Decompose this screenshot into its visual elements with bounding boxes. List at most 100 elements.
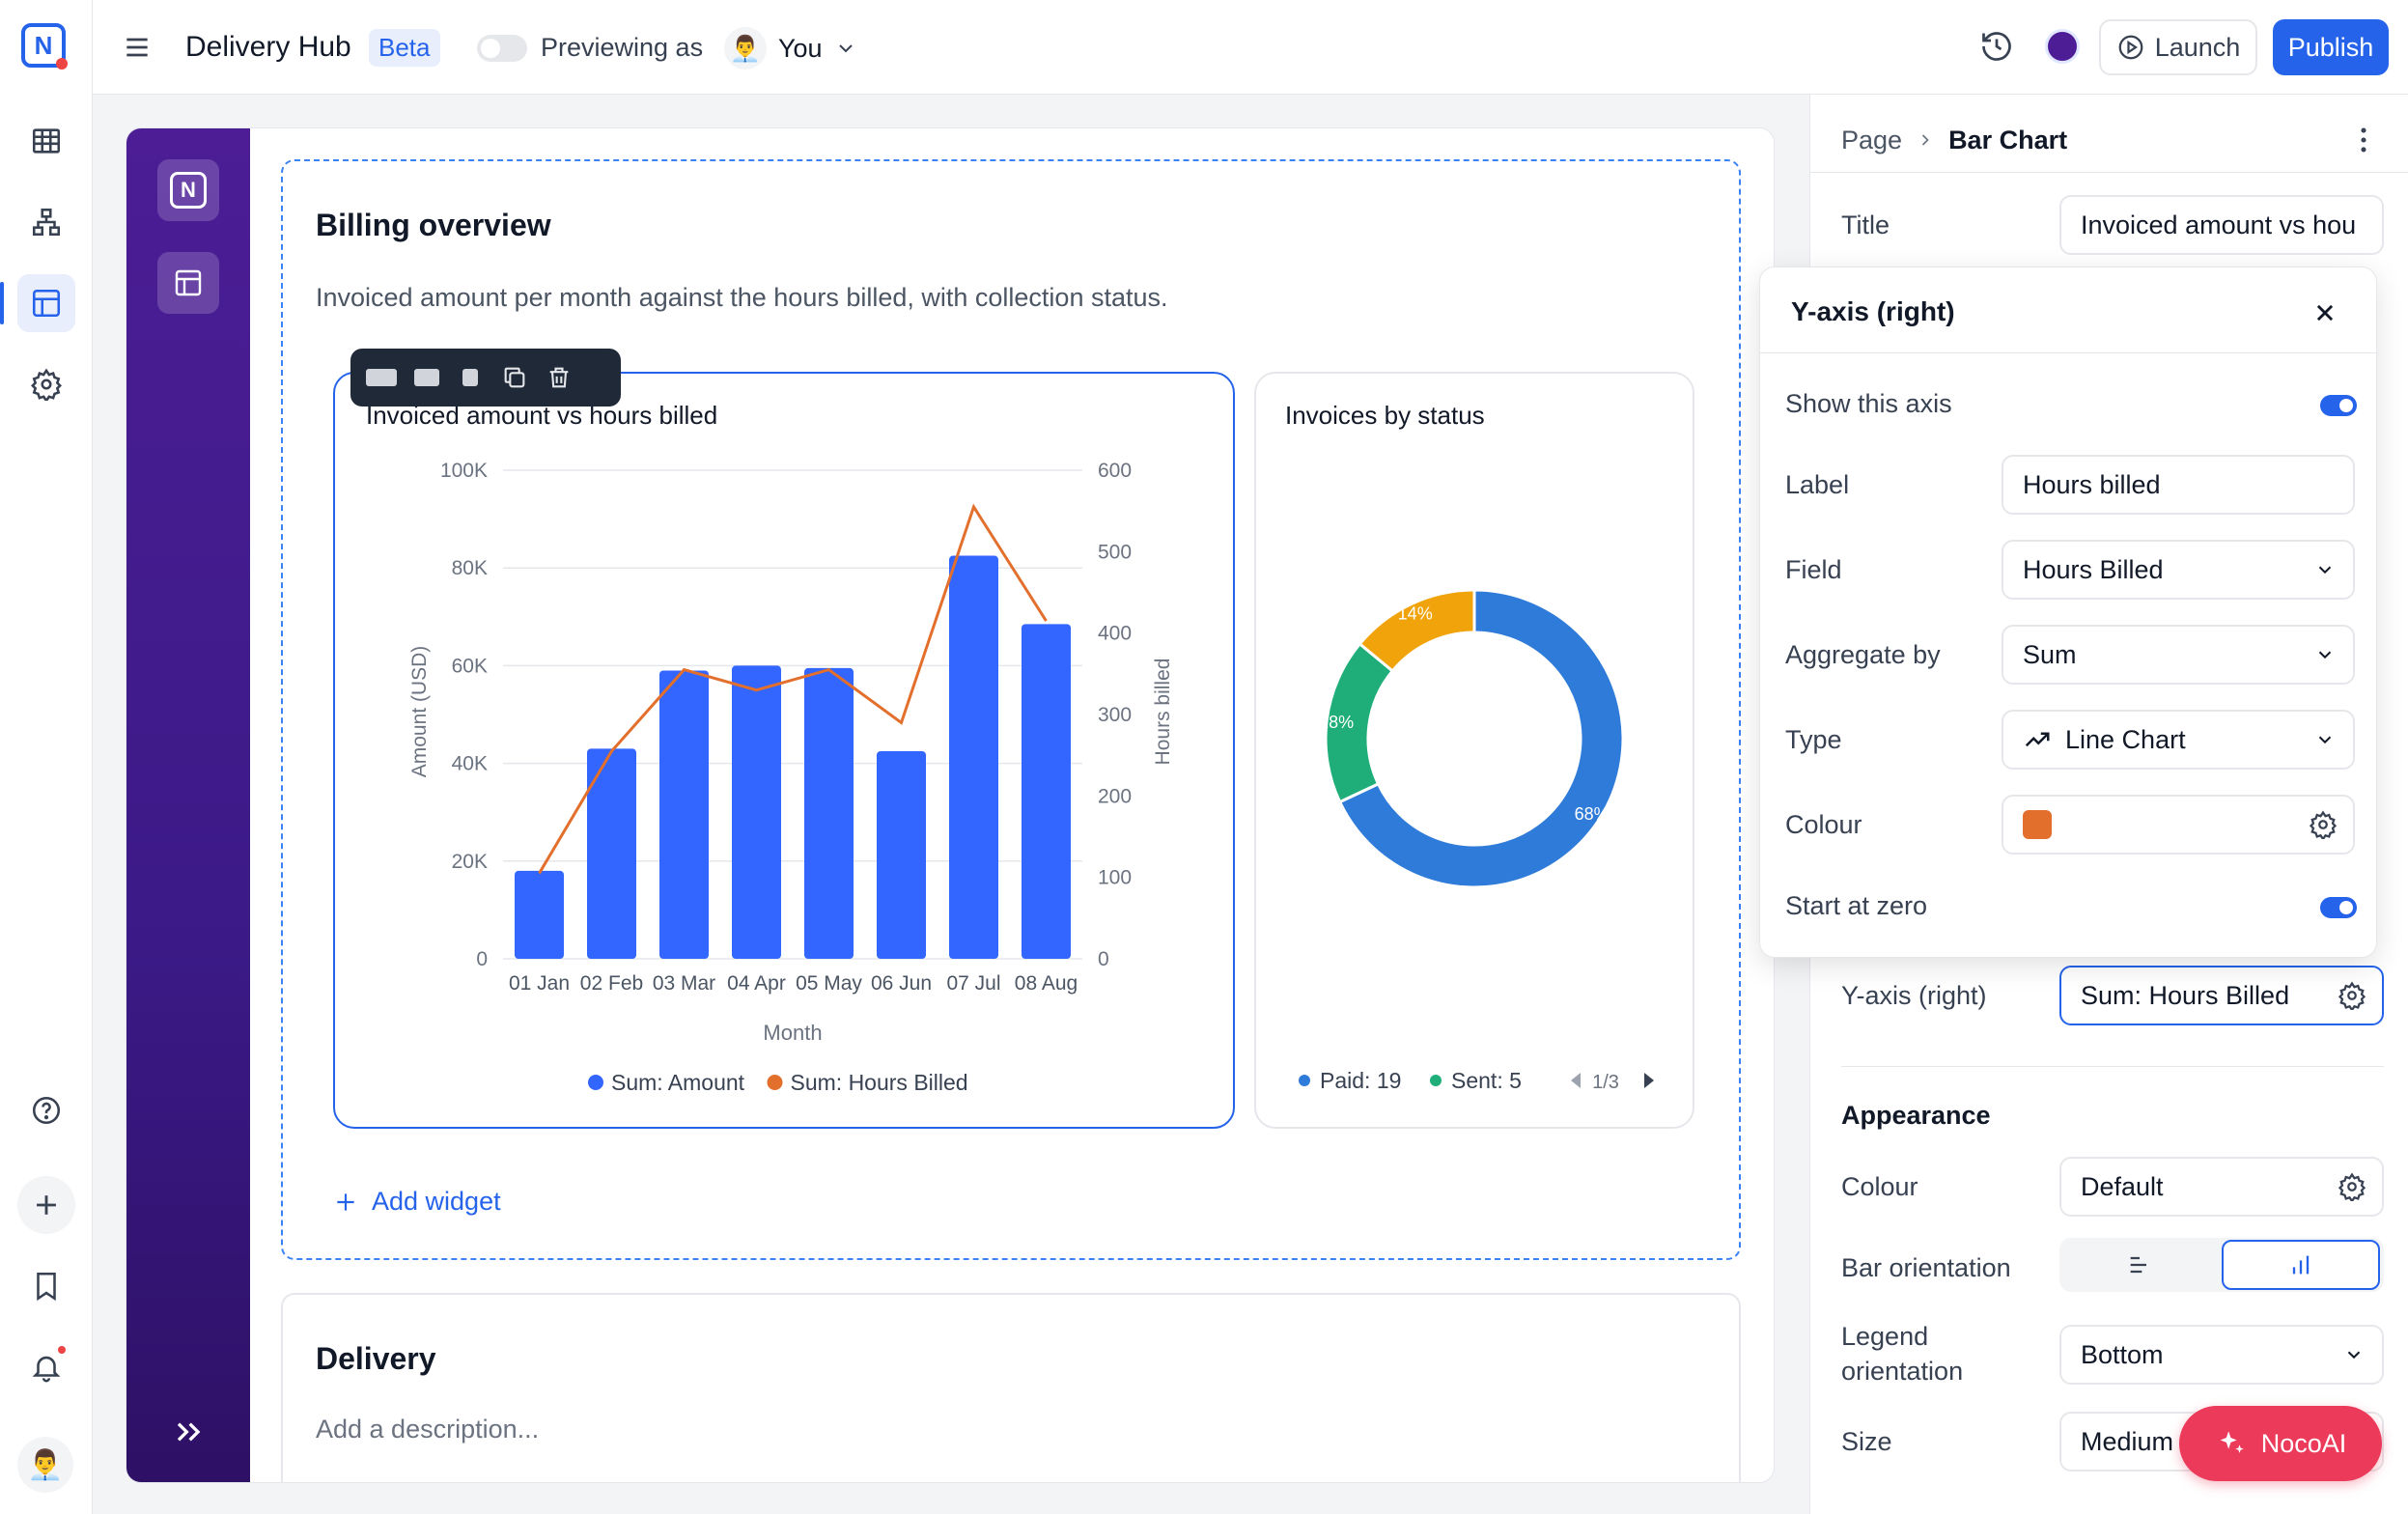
x-tick-label: 02 Feb xyxy=(580,972,643,995)
app-logo[interactable]: N xyxy=(21,23,68,70)
user-avatar[interactable]: 👨‍💼 xyxy=(17,1437,73,1493)
bar[interactable] xyxy=(515,870,564,959)
legend-label[interactable]: Sum: Hours Billed xyxy=(791,1070,968,1095)
y2-tick-label: 300 xyxy=(1098,704,1132,726)
donut-slice[interactable] xyxy=(1337,588,1625,889)
donut-title: Invoices by status xyxy=(1285,401,1485,430)
legend-label[interactable]: Paid: 19 xyxy=(1320,1068,1401,1093)
bar[interactable] xyxy=(732,665,781,959)
publish-button[interactable]: Publish xyxy=(2273,19,2389,75)
popup-type-select[interactable]: Line Chart xyxy=(2002,710,2355,770)
workflow-icon[interactable] xyxy=(17,193,75,251)
legend-label[interactable]: Sum: Amount xyxy=(611,1070,745,1095)
legend-page-indicator: 1/3 xyxy=(1592,1072,1619,1093)
table-icon[interactable] xyxy=(17,112,75,170)
legend-label[interactable]: Sent: 5 xyxy=(1451,1068,1522,1093)
donut-slice[interactable] xyxy=(1358,588,1476,673)
page-sidebar: N xyxy=(126,128,250,1482)
bar[interactable] xyxy=(949,555,998,959)
size-small-icon[interactable] xyxy=(462,369,478,386)
popup-field-select[interactable]: Hours Billed xyxy=(2002,540,2355,600)
top-bar: Delivery Hub Beta Previewing as 👨‍💼 You … xyxy=(93,0,2408,95)
more-options-icon[interactable] xyxy=(2347,124,2380,156)
legend-orientation-select[interactable]: Bottom xyxy=(2059,1325,2384,1385)
page-layout-icon[interactable] xyxy=(157,252,219,314)
pages-icon[interactable] xyxy=(0,274,75,332)
bar-orientation-toggle xyxy=(2059,1238,2384,1292)
section2-description[interactable]: Add a description... xyxy=(316,1415,540,1444)
section-title: Billing overview xyxy=(316,208,551,242)
popup-type-value: Line Chart xyxy=(2065,724,2186,754)
size-medium-icon[interactable] xyxy=(414,369,439,386)
gear-icon[interactable] xyxy=(2338,1172,2366,1201)
nocoai-button[interactable]: NocoAI xyxy=(2179,1406,2382,1481)
size-label: Size xyxy=(1841,1427,1892,1456)
preview-user-select[interactable]: 👨‍💼 You xyxy=(724,23,857,73)
popup-label-input[interactable]: Hours billed xyxy=(2002,455,2355,515)
breadcrumb-current: Bar Chart xyxy=(1948,125,2068,154)
bell-dot xyxy=(58,1346,66,1354)
settings-icon[interactable] xyxy=(17,355,75,413)
y2-tick-label: 100 xyxy=(1098,867,1132,889)
y2-axis-label: Hours billed xyxy=(1152,659,1174,766)
popup-aggregate-select[interactable]: Sum xyxy=(2002,625,2355,685)
x-axis-label: Month xyxy=(763,1021,822,1045)
bar[interactable] xyxy=(587,748,636,959)
x-tick-label: 05 May xyxy=(796,972,862,995)
help-icon[interactable] xyxy=(17,1081,75,1139)
launch-button[interactable]: Launch xyxy=(2099,19,2257,75)
bar[interactable] xyxy=(659,670,709,959)
breadcrumb: Page Bar Chart xyxy=(1841,116,2067,164)
title-input[interactable]: Invoiced amount vs hou xyxy=(2059,195,2384,255)
history-icon[interactable] xyxy=(1979,29,2014,64)
start-zero-label: Start at zero xyxy=(1785,891,1928,920)
y-tick-label: 0 xyxy=(476,948,488,970)
page-frame: N Billing overview Invoiced amount per m… xyxy=(126,127,1775,1483)
preview-toggle[interactable] xyxy=(477,35,527,62)
bar[interactable] xyxy=(804,667,854,959)
popup-colour-picker[interactable] xyxy=(2002,795,2355,855)
delivery-section[interactable]: Delivery Add a description... xyxy=(281,1293,1741,1482)
bell-icon[interactable] xyxy=(17,1338,75,1396)
legend-next-icon[interactable] xyxy=(1644,1073,1654,1088)
bar[interactable] xyxy=(877,750,926,959)
theme-color-dot[interactable] xyxy=(2045,29,2080,64)
gear-icon[interactable] xyxy=(2338,981,2366,1010)
horizontal-bars-option[interactable] xyxy=(2059,1238,2220,1292)
menu-icon[interactable] xyxy=(122,32,153,63)
bar[interactable] xyxy=(1022,624,1071,959)
vertical-bars-option[interactable] xyxy=(2222,1240,2380,1290)
size-large-icon[interactable] xyxy=(366,369,397,386)
popup-title: Y-axis (right) xyxy=(1791,296,1955,326)
yaxis-right-select[interactable]: Sum: Hours Billed xyxy=(2059,966,2384,1025)
active-indicator xyxy=(0,282,4,324)
bookmark-icon[interactable] xyxy=(17,1257,75,1315)
show-axis-toggle[interactable] xyxy=(2320,395,2357,416)
expand-sidebar-icon[interactable] xyxy=(169,1413,208,1451)
donut-chart-widget[interactable]: Invoices by status 68% 18% 14% Paid: 19 Sen… xyxy=(1254,372,1694,1129)
duplicate-icon[interactable] xyxy=(501,364,528,391)
page-logo-button[interactable]: N xyxy=(157,159,219,221)
chevron-down-icon xyxy=(2318,651,2332,659)
play-circle-icon xyxy=(2118,35,2143,60)
breadcrumb-root[interactable]: Page xyxy=(1841,125,1903,154)
add-icon[interactable] xyxy=(17,1176,75,1234)
delete-icon[interactable] xyxy=(546,364,573,391)
close-icon[interactable] xyxy=(2309,296,2341,329)
start-zero-toggle[interactable] xyxy=(2320,897,2357,918)
launch-label: Launch xyxy=(2154,32,2241,62)
show-axis-label: Show this axis xyxy=(1785,389,1952,418)
y-tick-label: 20K xyxy=(452,851,488,873)
add-widget-button[interactable]: Add widget xyxy=(333,1187,501,1217)
bar-chart-widget[interactable]: Invoiced amount vs hours billed 0 20K 40K 6… xyxy=(333,372,1235,1129)
colour-swatch[interactable] xyxy=(2023,810,2052,839)
billing-section[interactable]: Billing overview Invoiced amount per mon… xyxy=(281,159,1741,1260)
gear-icon[interactable] xyxy=(2309,810,2338,839)
y-tick-label: 80K xyxy=(452,557,488,579)
appearance-colour-select[interactable]: Default xyxy=(2059,1157,2384,1217)
legend-prev-icon[interactable] xyxy=(1571,1073,1581,1088)
publish-label: Publish xyxy=(2287,32,2374,62)
legend-orientation-value: Bottom xyxy=(2081,1339,2164,1369)
y2-tick-label: 500 xyxy=(1098,541,1132,563)
add-widget-label: Add widget xyxy=(372,1187,501,1216)
